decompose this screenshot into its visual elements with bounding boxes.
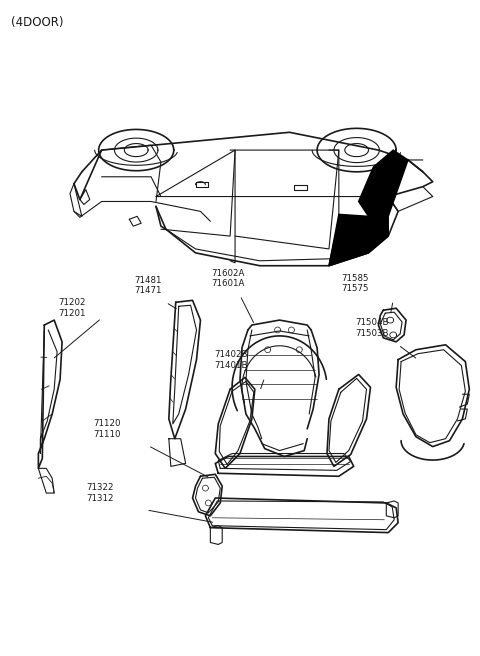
Polygon shape xyxy=(359,150,408,216)
Text: 71602A
71601A: 71602A 71601A xyxy=(212,269,245,289)
Text: 71585
71575: 71585 71575 xyxy=(341,274,368,293)
Text: 71504B
71503B: 71504B 71503B xyxy=(356,318,389,338)
Polygon shape xyxy=(329,215,388,266)
Text: 71322
71312: 71322 71312 xyxy=(86,483,113,503)
Text: 71202
71201: 71202 71201 xyxy=(58,298,85,318)
Text: 71120
71110: 71120 71110 xyxy=(94,419,121,439)
Text: (4DOOR): (4DOOR) xyxy=(11,16,63,29)
Text: 71402B
71401B: 71402B 71401B xyxy=(214,350,248,369)
Text: 71481
71471: 71481 71471 xyxy=(134,276,162,295)
